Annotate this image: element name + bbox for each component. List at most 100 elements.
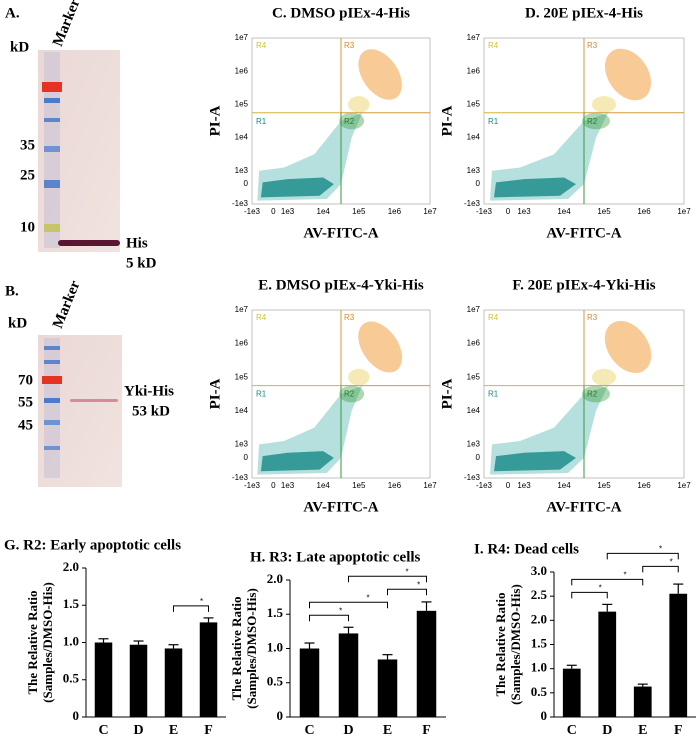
y-tick-label: 1e7 (467, 305, 481, 314)
y-tick-label: 0 (476, 453, 481, 462)
y-tick-label: 2.0 (531, 611, 547, 626)
region-label: R2 (587, 117, 598, 126)
x-tick-label: 1e5 (352, 481, 366, 490)
x-tick-label: 1e5 (597, 207, 611, 216)
x-tick-label: D (343, 723, 353, 736)
x-tick-label: -1e3 (244, 481, 261, 490)
ladder-band (44, 360, 60, 364)
x-tick-label: 1e6 (388, 207, 402, 216)
bar (129, 644, 148, 717)
ladder-band (44, 146, 60, 152)
band-label: His (126, 235, 148, 251)
significance-bracket (173, 605, 209, 612)
x-tick-label: 1e4 (317, 207, 331, 216)
x-tick-label: 1e3 (281, 481, 295, 490)
y-tick-label: 3.0 (531, 563, 547, 578)
y-tick-label: 1e7 (235, 305, 249, 314)
x-tick-label: F (674, 723, 683, 736)
x-tick-label: -1e3 (476, 207, 493, 216)
cell-cloud (339, 385, 365, 403)
region-label: R3 (587, 41, 598, 50)
significance-label: * (623, 570, 626, 579)
cell-cloud (257, 112, 363, 201)
x-axis-label: AV-FITC-A (303, 499, 378, 515)
y-tick-label: 1e3 (467, 166, 481, 175)
y-tick-label: 0.5 (267, 674, 284, 689)
band-size: 5 kD (126, 255, 157, 271)
ladder-band (44, 398, 60, 403)
y-tick-label: -1e3 (232, 199, 249, 208)
x-tick-label: 1e3 (517, 207, 531, 216)
y-tick-label: 1e6 (467, 339, 481, 348)
y-tick-label: 0 (244, 453, 249, 462)
ladder-band (42, 376, 62, 384)
significance-label: * (659, 544, 662, 553)
region-label: R3 (344, 313, 355, 322)
significance-bracket (309, 601, 388, 609)
panel-label: A. (5, 5, 20, 21)
significance-bracket (606, 552, 679, 560)
x-tick-label: C (98, 723, 108, 736)
x-tick-label: 1e6 (388, 481, 402, 490)
bar (669, 593, 688, 717)
region-label: R4 (488, 313, 499, 322)
cell-cloud (490, 112, 608, 201)
y-tick-label: 0 (476, 179, 481, 188)
band-label: Yki-His (124, 383, 174, 399)
x-tick-label: D (602, 723, 612, 736)
protein-band (58, 240, 120, 246)
y-axis-label: The Relative Ratio (493, 593, 508, 697)
cell-cloud (490, 385, 608, 475)
x-tick-label: 1e6 (637, 207, 651, 216)
region-label: R1 (256, 390, 267, 399)
y-tick-label: 1.5 (63, 596, 80, 611)
y-tick-label: 1e7 (235, 33, 249, 42)
y-tick-label: 1e6 (235, 339, 249, 348)
x-tick-label: 1e6 (637, 481, 651, 490)
x-axis-label: AV-FITC-A (303, 225, 378, 241)
ladder-band (44, 98, 60, 103)
region-label: R2 (344, 390, 355, 399)
x-tick-label: 1e5 (352, 207, 366, 216)
y-tick-label: 1.0 (63, 633, 79, 648)
region-label: R1 (488, 117, 499, 126)
y-axis-label: PI-A (439, 105, 455, 136)
plot-title: F. 20E pIEx-4-Yki-His (512, 277, 655, 293)
x-tick-label: F (204, 723, 213, 736)
unit-label: kD (8, 315, 27, 331)
y-tick-label: 2.0 (267, 571, 283, 586)
panel-label: B. (5, 283, 19, 299)
bar (164, 648, 183, 717)
y-tick-label: 1e5 (235, 100, 249, 109)
x-axis-label: AV-FITC-A (546, 499, 621, 515)
y-tick-label: 1e4 (235, 406, 249, 415)
cell-cloud (260, 451, 334, 472)
region-label: R2 (344, 117, 355, 126)
x-tick-label: E (169, 723, 178, 736)
y-tick-label: 0.5 (63, 671, 80, 686)
significance-label: * (417, 580, 420, 589)
y-tick-label: 1e4 (467, 133, 481, 142)
plot-title: D. 20E pIEx-4-His (525, 5, 643, 21)
x-tick-label: F (422, 723, 431, 736)
bar (598, 611, 617, 717)
x-tick-label: C (304, 723, 314, 736)
significance-label: * (670, 557, 673, 566)
x-tick-label: D (133, 723, 143, 736)
ladder-label: 55 (18, 394, 33, 410)
x-tick-label: 0 (506, 207, 511, 216)
bar (377, 659, 398, 717)
ladder-band (44, 118, 60, 122)
cell-cloud (348, 368, 370, 386)
bar (562, 668, 581, 717)
x-tick-label: -1e3 (476, 481, 493, 490)
cell-cloud (582, 385, 610, 403)
bar (299, 648, 320, 717)
region-label: R4 (488, 41, 499, 50)
cell-cloud (260, 177, 334, 198)
ladder-band (44, 346, 60, 350)
x-tick-label: -1e3 (244, 207, 261, 216)
cell-cloud (592, 368, 616, 386)
significance-label: * (366, 593, 369, 602)
